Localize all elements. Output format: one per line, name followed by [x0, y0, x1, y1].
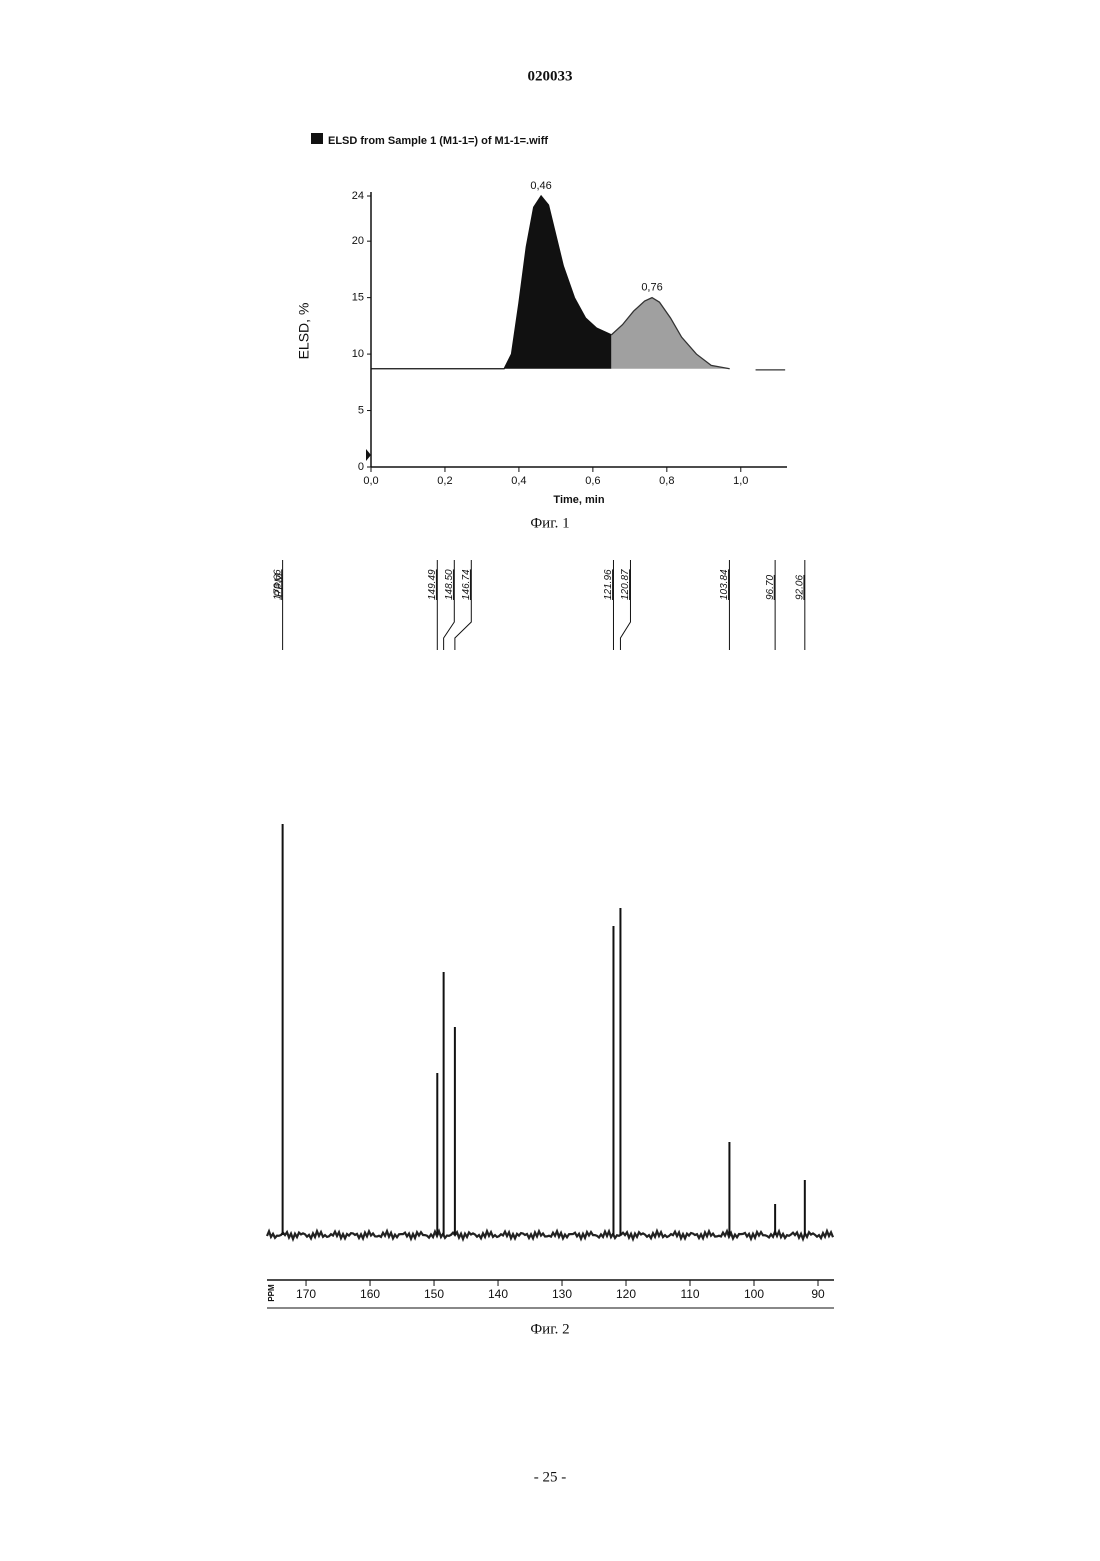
- x-tick-label: 160: [360, 1287, 380, 1301]
- annotation: 0,76: [641, 282, 662, 294]
- peak-label: 96.70: [765, 575, 776, 600]
- header: 020033: [528, 68, 573, 84]
- peak-label: 120.87: [620, 569, 631, 600]
- x-tick-label: 0,6: [585, 475, 600, 487]
- x-tick-label: 140: [488, 1287, 508, 1301]
- x-axis-label: PPM: [267, 1284, 276, 1302]
- x-tick-label: 0,8: [659, 475, 674, 487]
- y-tick-label: 5: [358, 404, 364, 416]
- x-tick-label: 0,4: [511, 475, 526, 487]
- legend-swatch: [311, 133, 323, 144]
- x-tick-label: 150: [424, 1287, 444, 1301]
- caption: Фиг. 1: [530, 515, 569, 531]
- x-tick-label: 0,0: [363, 475, 378, 487]
- page: 020033 - 25 - Фиг. 1 Фиг. 2 Time, min EL…: [0, 0, 1100, 1556]
- x-tick-label: 90: [811, 1287, 825, 1301]
- y-tick-label: 10: [352, 348, 364, 360]
- caption: Фиг. 2: [530, 1321, 569, 1337]
- x-tick-label: 120: [616, 1287, 636, 1301]
- x-tick-label: 0,2: [437, 475, 452, 487]
- peak-label: 92.06: [794, 575, 805, 600]
- x-tick-label: 110: [680, 1287, 699, 1301]
- peak-label: 173.66: [272, 569, 283, 600]
- x-tick-label: 170: [296, 1287, 316, 1301]
- y-tick-label: 20: [352, 235, 364, 247]
- peak-label: 148.50: [444, 569, 455, 600]
- y-tick-label: 0: [358, 461, 364, 473]
- peak-label: 149.49: [427, 569, 438, 600]
- y-tick-label: 24: [352, 190, 364, 202]
- x-tick-label: 100: [744, 1287, 764, 1301]
- x-axis-label: Time, min: [553, 494, 604, 506]
- x-tick-label: 130: [552, 1287, 572, 1301]
- y-tick-label: 15: [352, 292, 364, 304]
- peak-label: 121.96: [603, 569, 614, 600]
- annotation: 0,46: [530, 180, 551, 192]
- y-axis-label: ELSD, %: [296, 303, 312, 360]
- footer: - 25 -: [534, 1469, 567, 1485]
- peak-label: 103.84: [719, 569, 730, 600]
- peak-label: 146.74: [461, 569, 472, 600]
- legend-label: ELSD from Sample 1 (M1-1=) of M1-1=.wiff: [328, 135, 548, 147]
- x-tick-label: 1,0: [733, 475, 748, 487]
